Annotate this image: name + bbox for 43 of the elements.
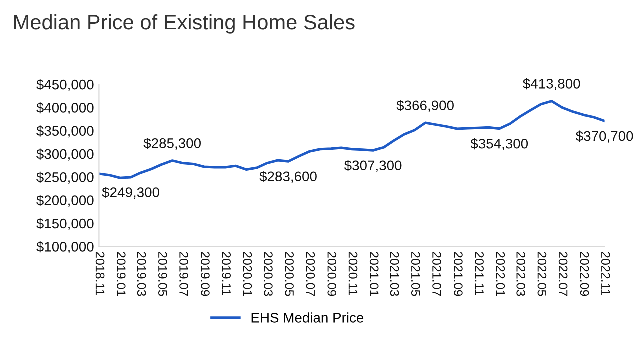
x-tick-label: 2021.07 [432, 252, 442, 296]
x-tick-label: 2019.07 [180, 252, 188, 296]
x-tick-label: 2019.01 [116, 252, 126, 296]
y-tick-label: $200,000 [36, 195, 94, 208]
data-label: $366,900 [396, 100, 454, 112]
data-label: $413,800 [523, 78, 580, 90]
x-tick-label: 2019.03 [137, 252, 146, 296]
x-tick-label: 2022.09 [580, 252, 590, 296]
x-tick-label: 2022.07 [558, 252, 568, 296]
y-tick-label: $150,000 [36, 218, 94, 230]
x-tick-label: 2021.01 [370, 252, 379, 296]
y-tick-label: $350,000 [36, 126, 94, 138]
x-tick-label: 2020.01 [243, 252, 252, 296]
y-tick-label: $100,000 [36, 241, 94, 254]
data-label: $354,300 [470, 138, 528, 150]
y-tick-label: $450,000 [36, 79, 94, 92]
x-tick-label: 2021.05 [411, 252, 420, 296]
x-tick-label: 2022.11 [601, 252, 610, 296]
x-tick-label: 2020.03 [264, 252, 273, 296]
x-tick-label: 2022.01 [496, 252, 506, 296]
x-tick-label: 2020.05 [285, 252, 294, 296]
x-tick-label: 2021.11 [475, 252, 484, 296]
x-tick-label: 2022.03 [516, 252, 526, 296]
legend-label: EHS Median Price [252, 312, 364, 323]
x-tick-label: 2020.09 [328, 252, 337, 296]
x-tick-label: 2018.11 [96, 252, 105, 296]
x-tick-label: 2020.11 [348, 252, 358, 296]
x-tick-label: 2021.09 [454, 252, 463, 296]
data-label: $370,700 [576, 130, 634, 143]
x-tick-label: 2021.03 [390, 252, 400, 296]
y-tick-label: $400,000 [36, 102, 94, 114]
x-tick-label: 2019.11 [222, 252, 232, 296]
y-tick-label: $300,000 [36, 148, 94, 161]
x-tick-label: 2019.09 [201, 252, 210, 296]
data-label: $307,300 [344, 160, 402, 172]
data-label: $249,300 [102, 187, 160, 200]
y-tick-label: $250,000 [36, 172, 94, 184]
data-label: $283,600 [260, 171, 317, 184]
x-tick-label: 2019.05 [158, 252, 168, 296]
x-tick-label: 2022.05 [538, 252, 547, 296]
chart-title: Median Price of Existing Home Sales [14, 14, 355, 34]
x-tick-label: 2020.07 [306, 252, 316, 296]
data-label: $285,300 [144, 138, 201, 150]
